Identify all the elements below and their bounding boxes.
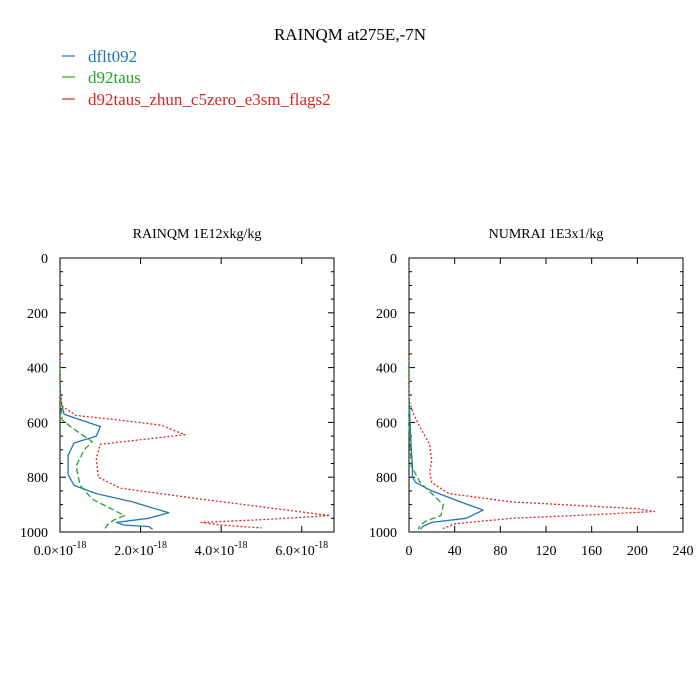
x-tick-label-base: 240 xyxy=(673,544,694,559)
panel-rainqm: RAINQM 1E12xkg/kg020040060080010000.0×10… xyxy=(20,227,335,559)
y-tick-label: 400 xyxy=(376,362,397,377)
series-line-d92taus xyxy=(408,353,444,530)
x-tick-label-base: 40 xyxy=(448,544,462,559)
x-tick-label-exponent: -18 xyxy=(315,540,328,551)
series-line-d92taus_zhun_c5zero_e3sm_flags2 xyxy=(408,353,656,530)
legend-item-d92taus-zhun: d92taus_zhun_c5zero_e3sm_flags2 xyxy=(62,90,331,109)
chart-title: RAINQM at275E,-7N xyxy=(274,25,426,44)
legend-item-dflt092: dflt092 xyxy=(62,47,137,66)
plot-frame xyxy=(408,257,684,533)
x-tick-label-base: 200 xyxy=(627,544,648,559)
x-tick-label-base: 80 xyxy=(493,544,507,559)
x-tick-label: 6.0×10-18 xyxy=(275,540,328,559)
x-tick-label-base: 0.0×10 xyxy=(34,544,73,559)
x-tick-label-base: 4.0×10 xyxy=(195,544,234,559)
series-line-d92taus_zhun_c5zero_e3sm_flags2 xyxy=(59,353,331,529)
x-tick-label-exponent: -18 xyxy=(154,540,167,551)
x-tick-label-base: 120 xyxy=(536,544,557,559)
y-tick-label: 0 xyxy=(41,252,48,267)
y-tick-label: 1000 xyxy=(369,526,397,541)
y-tick-label: 800 xyxy=(376,471,397,486)
y-tick-label: 200 xyxy=(27,307,48,322)
x-tick-label-exponent: -18 xyxy=(234,540,247,551)
legend-label-d92taus-zhun: d92taus_zhun_c5zero_e3sm_flags2 xyxy=(88,90,331,109)
y-tick-label: 800 xyxy=(27,471,48,486)
plot-frame xyxy=(59,257,335,533)
x-tick-label: 200 xyxy=(627,544,648,559)
x-tick-label: 160 xyxy=(581,544,602,559)
x-tick-label: 4.0×10-18 xyxy=(195,540,248,559)
legend-label-dflt092: dflt092 xyxy=(88,47,137,66)
x-tick-label: 0 xyxy=(406,544,413,559)
panel-title: NUMRAI 1E3x1/kg xyxy=(489,227,604,242)
x-tick-label: 2.0×10-18 xyxy=(114,540,167,559)
y-tick-label: 600 xyxy=(376,416,397,431)
y-tick-label: 200 xyxy=(376,307,397,322)
series-line-dflt092 xyxy=(408,353,484,530)
y-tick-label: 400 xyxy=(27,362,48,377)
x-tick-label-base: 2.0×10 xyxy=(114,544,153,559)
x-tick-label-base: 6.0×10 xyxy=(275,544,314,559)
y-tick-label: 0 xyxy=(390,252,397,267)
x-tick-label-base: 160 xyxy=(581,544,602,559)
legend-item-d92taus: d92taus xyxy=(62,68,141,87)
x-tick-label: 0.0×10-18 xyxy=(34,540,87,559)
panel-title: RAINQM 1E12xkg/kg xyxy=(133,227,262,242)
legend-label-d92taus: d92taus xyxy=(88,68,141,87)
x-tick-label-exponent: -18 xyxy=(73,540,86,551)
y-tick-label: 1000 xyxy=(20,526,48,541)
panel-numrai: NUMRAI 1E3x1/kg 0 200 400 600 800 1000 0 40 80 120… xyxy=(369,227,694,559)
x-tick-label: 240 xyxy=(673,544,694,559)
x-tick-label: 80 xyxy=(493,544,507,559)
x-tick-label-base: 0 xyxy=(406,544,413,559)
legend: dflt092 d92taus d92taus_zhun_c5zero_e3sm… xyxy=(62,47,331,109)
y-tick-label: 600 xyxy=(27,416,48,431)
series-line-d92taus xyxy=(59,353,126,530)
series-line-dflt092 xyxy=(59,353,170,530)
x-tick-label: 40 xyxy=(448,544,462,559)
x-tick-label: 120 xyxy=(536,544,557,559)
